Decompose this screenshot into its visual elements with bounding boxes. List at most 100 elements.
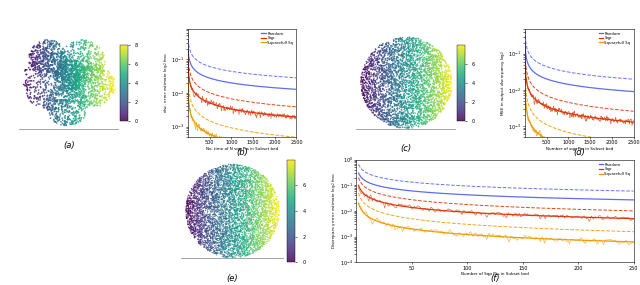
Point	[26, 82, 36, 86]
Point	[237, 185, 247, 190]
Point	[249, 204, 259, 209]
Point	[266, 232, 276, 236]
Point	[227, 206, 237, 210]
Point	[220, 174, 230, 178]
Point	[207, 194, 218, 198]
Point	[376, 63, 386, 68]
Point	[208, 208, 218, 212]
Point	[204, 183, 214, 188]
Point	[397, 96, 407, 101]
Point	[198, 219, 208, 224]
Point	[219, 253, 229, 257]
Point	[238, 193, 248, 198]
Point	[236, 223, 246, 228]
Point	[392, 64, 402, 69]
Point	[395, 68, 405, 73]
Point	[243, 202, 253, 206]
Point	[219, 255, 229, 259]
Point	[211, 250, 221, 255]
Point	[388, 42, 399, 46]
Point	[212, 247, 222, 252]
Point	[220, 172, 230, 177]
Point	[401, 62, 412, 67]
Point	[403, 84, 413, 88]
Point	[410, 46, 420, 51]
Point	[73, 54, 83, 59]
Point	[406, 106, 417, 110]
Point	[51, 109, 61, 114]
Point	[211, 192, 221, 196]
Point	[374, 107, 384, 111]
Point	[438, 75, 448, 79]
Point	[69, 92, 79, 97]
Point	[108, 77, 118, 81]
Point	[403, 59, 413, 64]
Point	[396, 71, 406, 76]
Point	[248, 207, 259, 212]
Point	[230, 169, 241, 173]
Point	[378, 86, 388, 91]
Point	[228, 178, 239, 182]
Point	[263, 183, 273, 187]
Point	[195, 188, 205, 193]
Point	[225, 178, 236, 182]
Point	[229, 215, 239, 219]
Point	[393, 111, 403, 115]
Point	[394, 122, 404, 126]
Point	[413, 100, 424, 104]
Point	[66, 81, 76, 86]
Point	[230, 200, 240, 204]
Point	[185, 219, 195, 224]
Point	[426, 89, 436, 94]
Point	[255, 198, 266, 202]
Point	[235, 203, 245, 208]
Point	[202, 240, 212, 244]
Point	[59, 84, 69, 88]
Point	[187, 205, 197, 210]
Point	[269, 197, 279, 201]
Point	[68, 43, 79, 47]
Point	[253, 176, 263, 180]
Point	[394, 119, 404, 124]
Point	[251, 215, 261, 219]
Point	[263, 218, 273, 223]
Point	[438, 81, 449, 86]
Point	[411, 94, 421, 99]
Point	[200, 215, 211, 219]
Point	[76, 78, 86, 82]
Point	[203, 187, 213, 192]
Point	[420, 57, 431, 61]
Point	[257, 208, 267, 212]
Point	[184, 212, 194, 216]
Point	[419, 47, 429, 52]
Point	[241, 187, 252, 192]
Point	[438, 76, 448, 80]
Point	[232, 187, 242, 191]
Point	[70, 59, 81, 64]
Point	[27, 55, 37, 60]
Point	[403, 62, 413, 67]
Point	[437, 99, 447, 103]
Point	[233, 212, 243, 216]
Point	[227, 235, 237, 240]
Point	[83, 55, 93, 60]
Point	[50, 88, 60, 93]
Point	[20, 81, 31, 86]
Point	[235, 200, 245, 204]
Point	[24, 83, 35, 87]
Point	[67, 99, 77, 104]
Point	[248, 248, 259, 253]
Point	[260, 191, 271, 195]
Point	[438, 91, 449, 95]
Point	[201, 241, 211, 245]
Point	[93, 51, 104, 56]
Point	[212, 183, 223, 187]
Point	[216, 194, 227, 199]
Point	[90, 74, 100, 78]
Point	[207, 186, 218, 191]
Point	[91, 68, 101, 72]
Point	[248, 249, 258, 254]
Point	[234, 251, 244, 255]
Point	[46, 66, 56, 71]
Point	[200, 196, 211, 201]
